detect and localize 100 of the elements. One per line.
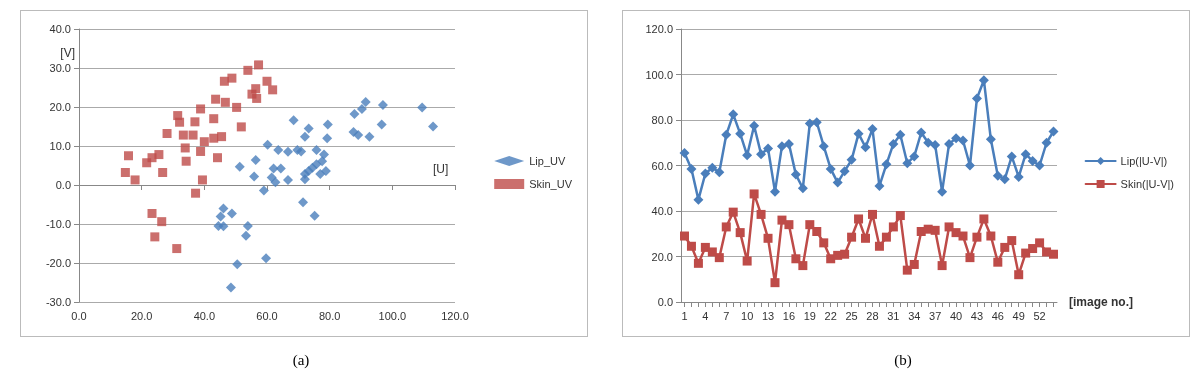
point [249,171,260,182]
point [250,155,261,166]
legend-label: Lip_UV [529,155,566,167]
point [951,133,962,144]
point [993,257,1003,267]
point [853,128,864,139]
point [749,189,759,199]
point [428,121,439,132]
point [158,168,168,178]
point [296,146,307,157]
point [1034,160,1045,171]
point [232,259,243,270]
point [693,258,703,268]
y-tick-label: 60.0 [651,159,673,172]
point [804,118,815,129]
point [147,208,157,218]
point [199,137,209,147]
x-tick-label: 46 [991,309,1004,322]
point [888,222,898,232]
point [1000,242,1010,252]
x-tick-label: 25 [845,309,858,322]
point [299,174,310,185]
point [861,233,871,243]
point [798,261,808,271]
point [825,163,836,174]
point [812,226,822,236]
point [212,153,222,163]
point [735,228,745,238]
point [175,117,185,127]
point [1048,126,1059,137]
x-tick-label: 13 [761,309,775,322]
point [268,163,279,174]
point [763,143,774,154]
y-tick-label: 40.0 [49,23,71,35]
point [298,197,309,208]
point [735,128,746,139]
point [243,65,253,75]
point [818,141,829,152]
point [958,135,968,146]
point [714,253,724,263]
point [209,114,219,124]
point [1035,238,1045,248]
point [763,233,773,243]
x-tick-label: 120.0 [441,309,469,322]
point [322,133,333,144]
point [360,96,371,107]
point [317,156,328,167]
point [188,130,198,140]
point [1041,137,1052,148]
point [120,168,130,178]
point [130,175,140,185]
point [770,278,780,288]
point [846,154,857,165]
point [971,93,982,104]
point [944,138,955,149]
point [805,220,815,230]
point [226,208,237,219]
point [270,177,281,188]
point [790,169,801,180]
point [273,144,284,155]
point [227,73,237,83]
text: (a) [291,352,311,369]
y-tick-label: 20.0 [49,101,71,113]
y-tick-label: 100.0 [645,68,673,81]
point [353,130,364,141]
point [258,185,269,196]
point [261,253,272,264]
point [686,241,696,251]
point [162,129,172,139]
x-tick-label: 52 [1033,309,1046,322]
point [275,163,286,174]
point [242,220,253,231]
x-tick-label: 40.0 [193,309,216,322]
point [999,174,1010,185]
x-tick-label: 20.0 [130,309,153,322]
point [282,174,293,185]
point [965,253,975,263]
point [916,127,927,138]
point [236,122,246,132]
x-tick-label: 37 [929,309,942,322]
x-tick-label: 100.0 [378,309,407,322]
point [888,138,899,149]
point [972,232,982,242]
point [364,131,375,142]
point [756,209,766,219]
x-tick-label: 40 [949,309,963,322]
point [1021,248,1031,258]
point [832,177,843,188]
legend-label: Lip(|U-V|) [1120,155,1168,167]
point [742,256,752,266]
point [1020,149,1031,160]
x-axis-title: [image no.] [1069,295,1134,309]
point [728,109,739,120]
x-axis-title: [U] [433,162,449,176]
point [679,231,689,241]
point [315,169,326,180]
point [309,210,320,221]
point [1013,171,1024,182]
point [220,97,230,107]
point [964,160,975,171]
